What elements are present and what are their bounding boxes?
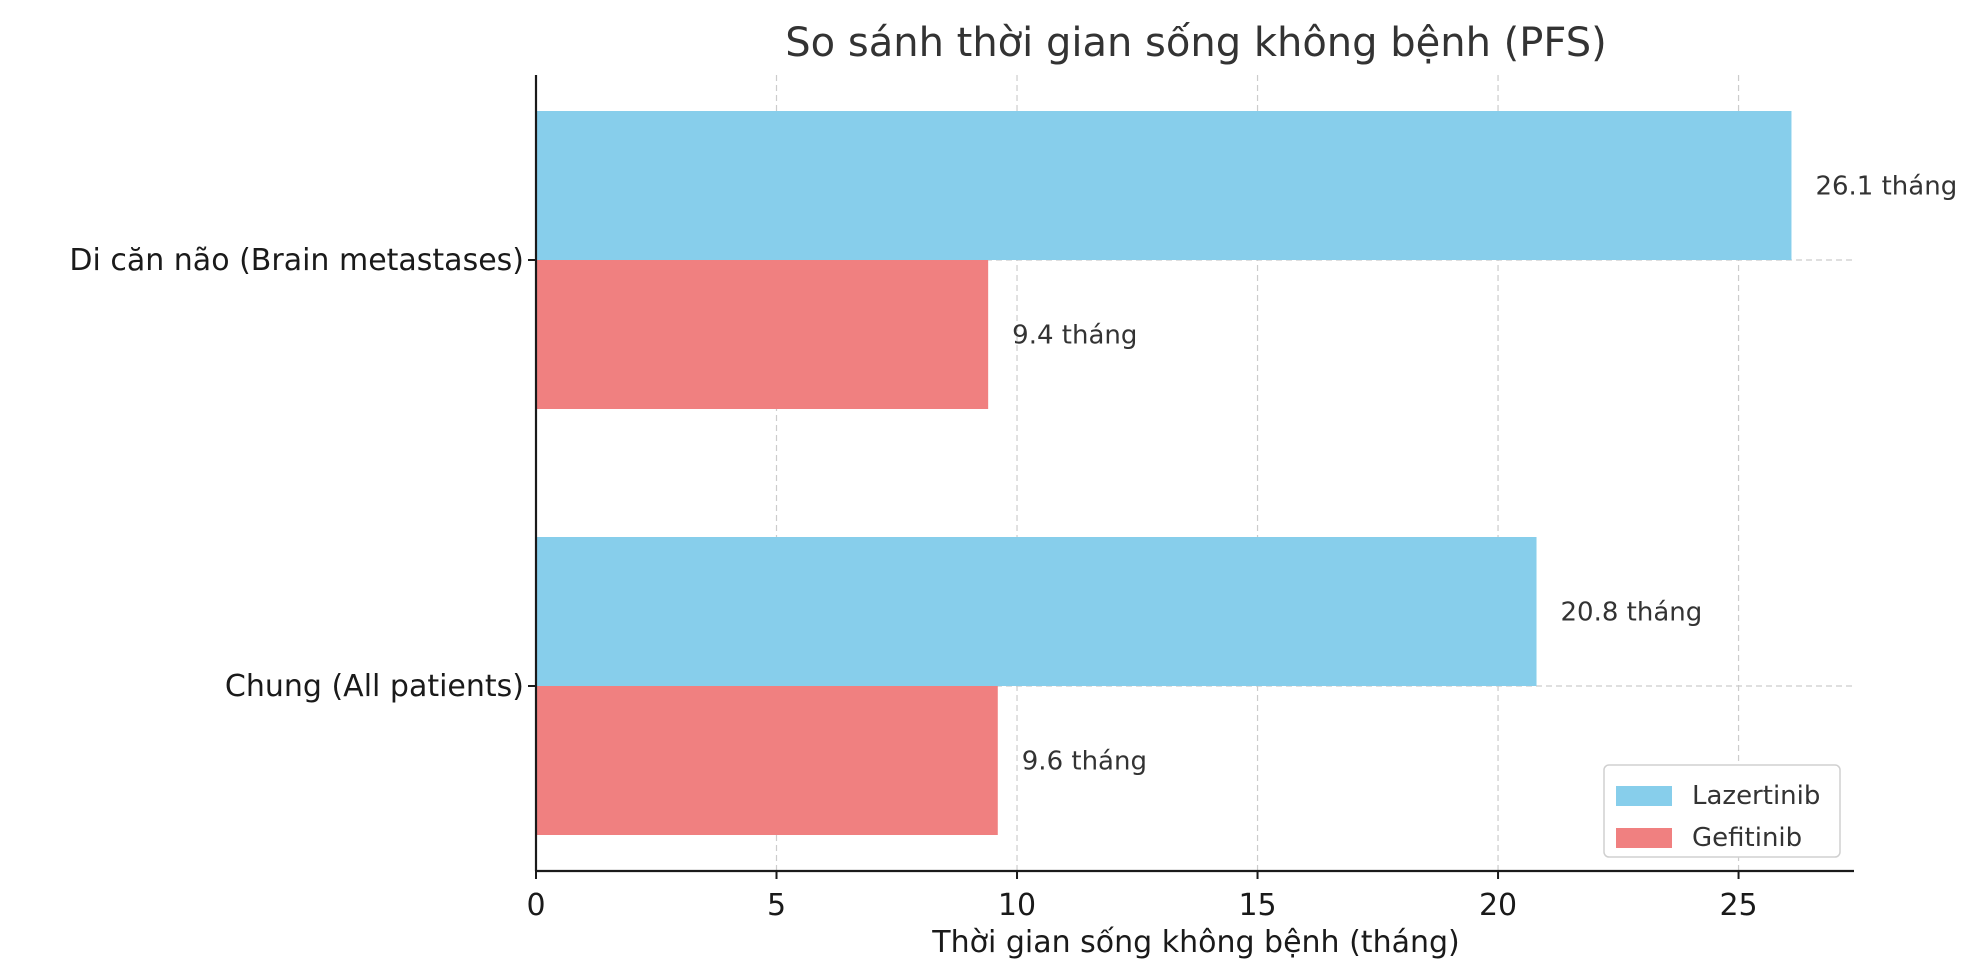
y-category-labels: Chung (All patients) Di căn não (Brain me… xyxy=(69,243,536,704)
x-tick-label: 25 xyxy=(1719,888,1757,923)
legend-swatch-lazertinib xyxy=(1616,786,1672,806)
value-label: 20.8 tháng xyxy=(1561,598,1703,628)
x-tick-label: 5 xyxy=(767,888,786,923)
x-tick-label: 0 xyxy=(526,888,545,923)
x-axis-title: Thời gian sống không bệnh (tháng) xyxy=(931,925,1459,960)
value-label: 9.6 tháng xyxy=(1022,747,1147,777)
value-labels: 20.8 tháng 9.6 tháng 26.1 tháng 9.4 tháng xyxy=(1012,172,1957,777)
axes xyxy=(534,75,1854,873)
value-label: 26.1 tháng xyxy=(1815,172,1957,202)
x-tick-label: 10 xyxy=(998,888,1036,923)
category-label: Chung (All patients) xyxy=(225,669,524,704)
x-tick-label: 20 xyxy=(1479,888,1517,923)
legend-label: Gefitinib xyxy=(1692,823,1802,853)
value-label: 9.4 tháng xyxy=(1012,321,1137,351)
bar-gefitinib xyxy=(536,260,989,409)
bar-lazertinib xyxy=(536,111,1792,260)
category-label: Di căn não (Brain metastases) xyxy=(69,243,524,278)
legend-swatch-gefitinib xyxy=(1616,828,1672,848)
x-tick-label: 15 xyxy=(1238,888,1276,923)
legend-label: Lazertinib xyxy=(1692,781,1820,811)
bar-gefitinib xyxy=(536,686,998,835)
x-ticks: 0 5 10 15 20 25 xyxy=(526,871,1758,923)
chart-title: So sánh thời gian sống không bệnh (PFS) xyxy=(785,20,1606,66)
legend: Lazertinib Gefitinib xyxy=(1603,764,1841,858)
bars xyxy=(536,111,1792,835)
bar-lazertinib xyxy=(536,537,1537,686)
